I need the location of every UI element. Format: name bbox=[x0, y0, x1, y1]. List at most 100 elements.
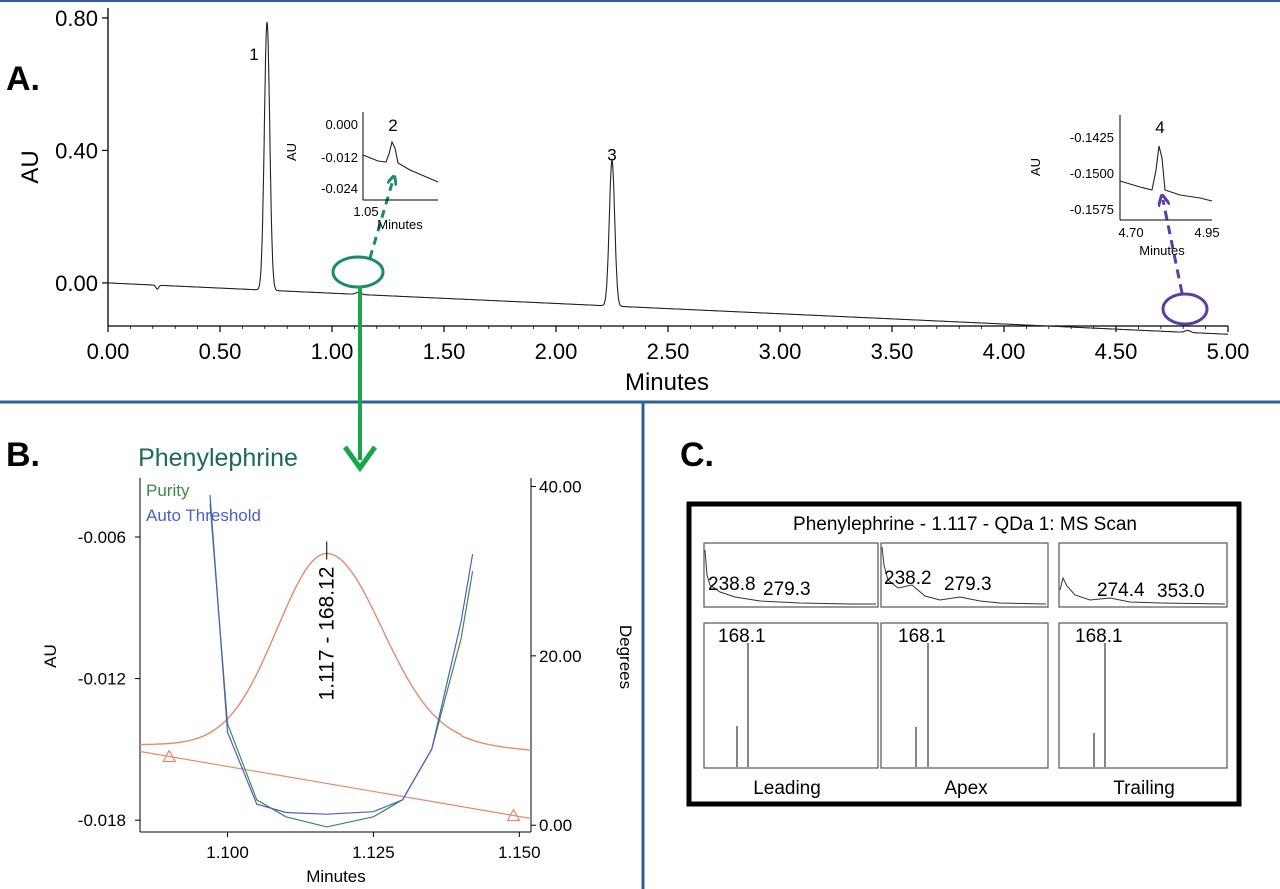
chart-b-y2-ticks: 40.00 20.00 0.00 bbox=[531, 477, 582, 835]
chart-a-y-title: AU bbox=[17, 150, 44, 183]
leading-bottom-box bbox=[703, 622, 879, 769]
inset-peak-4: -0.1425 -0.1500 -0.1575 4.70 4.95 Minute… bbox=[1028, 115, 1220, 258]
chart-a-x-title: Minutes bbox=[625, 369, 709, 396]
chart-b-x-tick-label: 1.150 bbox=[498, 843, 541, 862]
chart-a-y-ticks: 0.00 0.40 0.80 bbox=[55, 6, 108, 296]
chart-b-start-marker bbox=[162, 749, 177, 763]
inset-4-x-title: Minutes bbox=[1139, 243, 1185, 258]
chart-a-x-tick-label: 0.50 bbox=[199, 339, 242, 364]
chart-a-x-tick-label: 3.50 bbox=[871, 339, 914, 364]
inset-4-y-tick-2: -0.1575 bbox=[1070, 202, 1114, 217]
chart-b-title: Phenylephrine bbox=[138, 444, 298, 472]
apex-bottom-box bbox=[880, 622, 1049, 769]
chart-b-y-ticks: -0.006 -0.012 -0.018 bbox=[78, 528, 140, 830]
inset-2-x-title: Minutes bbox=[377, 217, 423, 232]
inset-4-trace bbox=[1119, 145, 1213, 202]
chart-a-x-tick-label: 3.00 bbox=[759, 339, 802, 364]
chart-a-y-tick-label: 0.80 bbox=[55, 6, 98, 31]
inset-4-arrow bbox=[1163, 200, 1184, 294]
chart-b-y2-title: Degrees bbox=[616, 625, 635, 689]
chart-b-x-title: Minutes bbox=[306, 867, 366, 886]
trailing-bottom-box bbox=[1058, 622, 1228, 769]
chart-b-y2-tick-label: 0.00 bbox=[539, 816, 572, 835]
chart-b-y2-tick-label: 20.00 bbox=[539, 647, 582, 666]
chart-b-baseline bbox=[139, 750, 532, 820]
chart-b-y-tick-label: -0.006 bbox=[78, 528, 126, 547]
leading-top-label-1: 238.8 bbox=[708, 574, 756, 595]
chart-a-x-tick-label: 4.00 bbox=[983, 339, 1026, 364]
chart-b-legend-threshold: Auto Threshold bbox=[146, 506, 261, 525]
spectrum-leading: 238.8 279.3 168.1 Leading bbox=[703, 542, 879, 799]
chart-b: Phenylephrine 1.100 1.125 1.150 -0.006-0.0… bbox=[41, 444, 635, 886]
chart-a-x-tick-label: 4.50 bbox=[1095, 339, 1138, 364]
leading-top-trace bbox=[704, 549, 876, 605]
chart-b-x-tick-label: 1.125 bbox=[352, 843, 395, 862]
chart-a-peak-label: 1 bbox=[249, 45, 258, 64]
inset-2-y-tick-2: -0.024 bbox=[321, 181, 358, 196]
spectra-frame bbox=[686, 501, 1242, 807]
chart-a-x-tick-label: 2.00 bbox=[535, 339, 578, 364]
chart-b-x-ticks: 1.100 1.125 1.150 bbox=[206, 832, 541, 862]
inset-peak-2: 0.000 -0.012 -0.024 1.05 Minutes AU 2 bbox=[284, 112, 439, 232]
chart-a-x-tick-label: 2.50 bbox=[647, 339, 690, 364]
inset-2-y-tick-1: -0.012 bbox=[321, 150, 358, 165]
chart-a-trace bbox=[107, 21, 1228, 335]
apex-top-trace bbox=[881, 546, 1047, 605]
chart-b-end-marker bbox=[506, 808, 521, 822]
inset-2-y-title: AU bbox=[284, 143, 299, 161]
chart-a-x-tick-label: 0.00 bbox=[87, 339, 130, 364]
panel-label-b: B. bbox=[6, 436, 40, 474]
inset-4-peak-label: 4 bbox=[1155, 118, 1164, 137]
panel-label-a: A. bbox=[6, 60, 40, 98]
chart-b-chromatogram bbox=[140, 552, 532, 751]
trailing-label: Trailing bbox=[1113, 778, 1175, 799]
panel-label-c: C. bbox=[680, 436, 714, 474]
trailing-top-label-2: 353.0 bbox=[1157, 581, 1205, 602]
spectrum-trailing: 274.4 353.0 168.1 Trailing bbox=[1058, 542, 1228, 799]
chart-a-x-tick-label: 5.00 bbox=[1207, 339, 1250, 364]
chart-b-legend-purity: Purity bbox=[146, 481, 190, 500]
apex-label: Apex bbox=[944, 778, 988, 799]
chart-a-x-tick-label: 1.00 bbox=[311, 339, 354, 364]
chart-a-peak-labels: 13 bbox=[249, 45, 616, 164]
inset-4-x-tick-1: 4.95 bbox=[1194, 225, 1219, 240]
chart-b-y-tick-label: -0.012 bbox=[78, 670, 126, 689]
zoom-arrow-head bbox=[342, 445, 378, 473]
chart-a-x-ticks: 0.00 0.50 1.00 1.50 2.00 2.50 3.00 3.50 4.00 4.50… bbox=[87, 326, 1250, 364]
chart-a-x-tick-label: 1.50 bbox=[423, 339, 466, 364]
leading-main-label: 168.1 bbox=[718, 626, 766, 647]
trailing-main-label: 168.1 bbox=[1075, 626, 1123, 647]
chart-a-y-tick-label: 0.40 bbox=[55, 138, 98, 163]
apex-top-label-1: 238.2 bbox=[884, 568, 932, 589]
inset-2-peak-label: 2 bbox=[388, 116, 397, 135]
leading-label: Leading bbox=[753, 778, 821, 799]
trailing-top-trace bbox=[1059, 576, 1226, 605]
chart-b-threshold-curve bbox=[209, 494, 474, 815]
peak-4-highlight bbox=[1161, 292, 1209, 326]
spectra-title: Phenylephrine - 1.117 - QDa 1: MS Scan bbox=[793, 514, 1137, 535]
chart-a: 0.00 0.50 1.00 1.50 2.00 2.50 3.00 3.50 4.00 4.50… bbox=[17, 6, 1249, 396]
inset-4-x-tick-0: 4.70 bbox=[1118, 225, 1143, 240]
chart-a-peak-label: 3 bbox=[607, 145, 616, 164]
spectra-panel: Phenylephrine - 1.117 - QDa 1: MS Scan 2… bbox=[686, 501, 1242, 807]
chart-b-y2-tick-label: 40.00 bbox=[539, 477, 582, 496]
inset-4-y-tick-0: -0.1425 bbox=[1070, 130, 1114, 145]
apex-top-label-2: 279.3 bbox=[944, 574, 992, 595]
inset-4-y-title: AU bbox=[1028, 158, 1043, 176]
inset-2-y-tick-0: 0.000 bbox=[325, 117, 358, 132]
trailing-top-label-1: 274.4 bbox=[1097, 580, 1145, 601]
inset-2-x-tick-0: 1.05 bbox=[353, 204, 378, 219]
chart-b-y-tick-label: -0.018 bbox=[78, 811, 126, 830]
chart-a-y-tick-label: 0.00 bbox=[55, 271, 98, 296]
apex-main-label: 168.1 bbox=[898, 626, 946, 647]
inset-2-trace bbox=[362, 140, 439, 183]
chart-b-x-tick-label: 1.100 bbox=[206, 843, 249, 862]
trailing-top-box bbox=[1058, 542, 1228, 608]
spectrum-apex: 238.2 279.3 168.1 Apex bbox=[880, 542, 1049, 799]
chart-b-purity-curve bbox=[209, 503, 474, 828]
apex-top-box bbox=[880, 542, 1049, 608]
inset-4-y-tick-1: -0.1500 bbox=[1070, 166, 1114, 181]
peak-2-highlight bbox=[331, 255, 385, 289]
chart-b-peak-annotation: 1.117 - 168.12 bbox=[316, 567, 339, 701]
